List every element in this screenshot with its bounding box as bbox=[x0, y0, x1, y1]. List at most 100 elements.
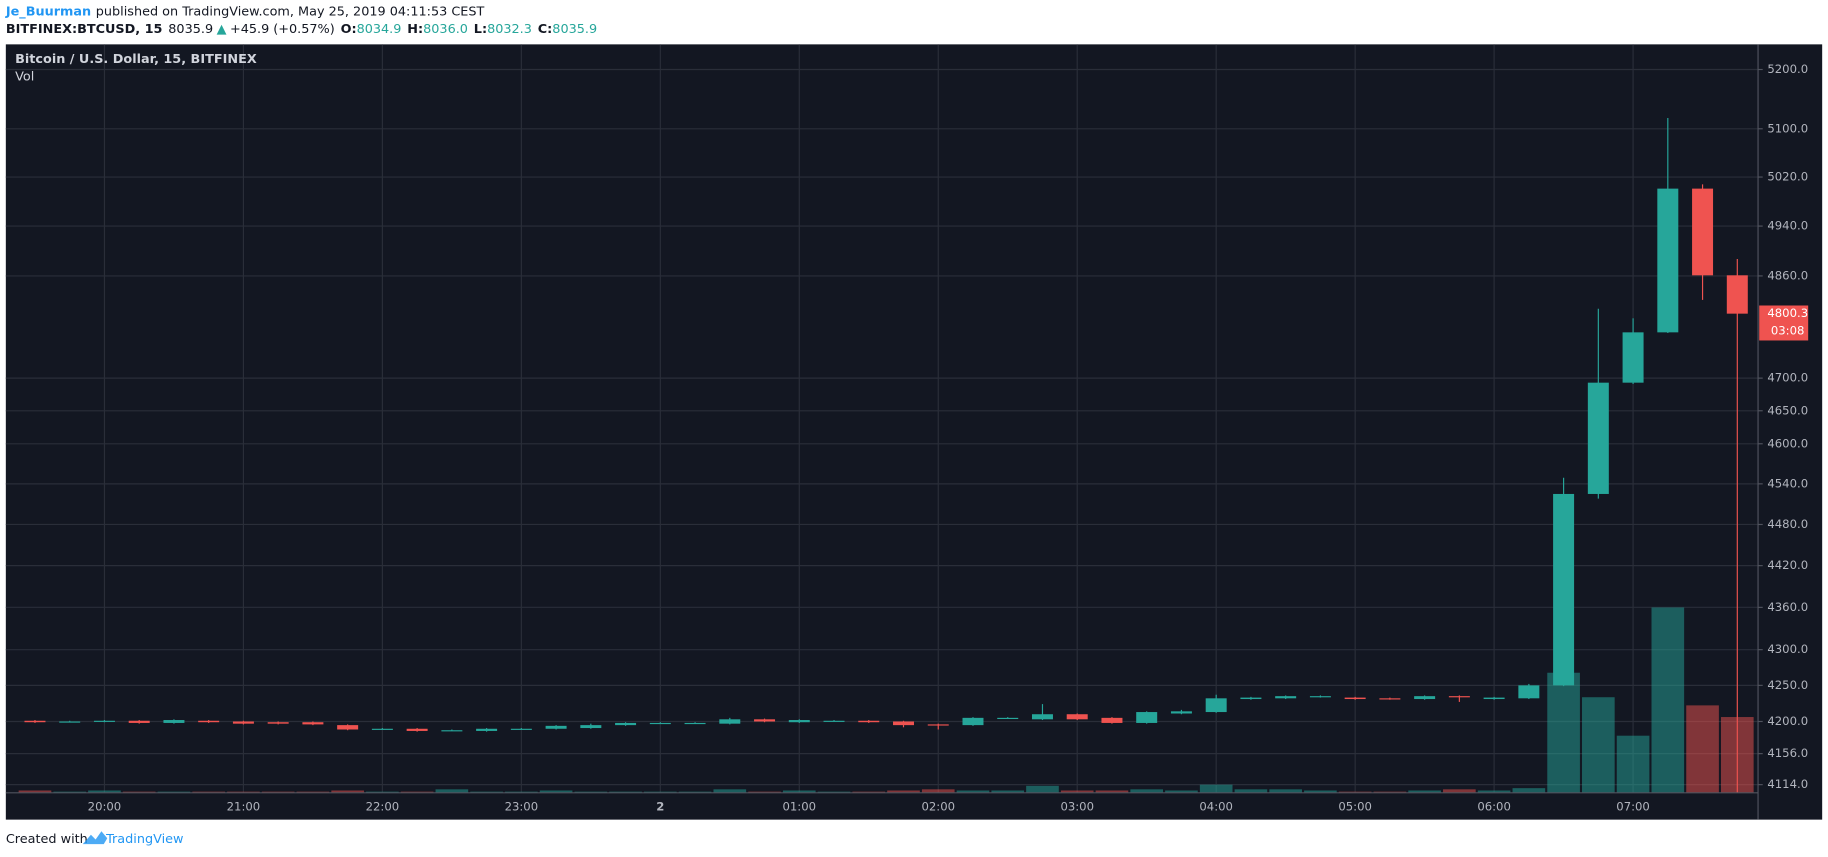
candle-body bbox=[337, 725, 359, 730]
candle-body bbox=[1379, 698, 1401, 700]
y-tick-label: 4480.0 bbox=[1767, 517, 1808, 531]
y-tick-label: 4650.0 bbox=[1767, 403, 1808, 417]
volume-bar bbox=[1408, 790, 1441, 793]
volume-bar bbox=[782, 790, 816, 793]
x-tick-label: 07:00 bbox=[1616, 799, 1650, 813]
volume-bar bbox=[887, 790, 920, 793]
candle-body bbox=[24, 720, 46, 723]
footer-text: Created with bbox=[6, 832, 88, 847]
volume-bar bbox=[1026, 785, 1059, 793]
y-tick-label: 4540.0 bbox=[1767, 476, 1808, 490]
ohlc-label: C: bbox=[538, 22, 553, 37]
candle-body bbox=[1483, 697, 1505, 700]
candle-body bbox=[1726, 275, 1748, 314]
footer-brand[interactable]: TradingView bbox=[105, 832, 183, 847]
candle-body bbox=[1657, 188, 1679, 333]
candle-body bbox=[962, 717, 984, 726]
candle-body bbox=[754, 719, 776, 722]
ohlc-value: 8036.0 bbox=[423, 22, 468, 37]
candle-body bbox=[1622, 332, 1644, 383]
x-tick-label: 02:00 bbox=[921, 799, 955, 813]
ohlc-value: 8032.3 bbox=[487, 22, 532, 37]
volume-bar bbox=[1095, 790, 1129, 793]
candle-body bbox=[1031, 714, 1053, 720]
y-tick-label: 4360.0 bbox=[1767, 600, 1808, 614]
y-tick-label: 5200.0 bbox=[1767, 62, 1808, 76]
y-tick-label: 4860.0 bbox=[1767, 268, 1808, 282]
candle-body bbox=[1448, 696, 1470, 698]
y-tick-label: 4940.0 bbox=[1767, 219, 1808, 233]
candle-body bbox=[198, 720, 220, 723]
candle-body bbox=[997, 717, 1019, 720]
volume-bar bbox=[1686, 705, 1719, 793]
volume-legend: Vol bbox=[15, 70, 34, 85]
candle-body bbox=[1066, 714, 1088, 720]
volume-bar bbox=[539, 790, 573, 793]
ohlc-label: H: bbox=[407, 22, 423, 37]
candle-body bbox=[545, 725, 567, 729]
candle-body bbox=[719, 719, 741, 724]
volume-bar bbox=[1477, 790, 1511, 793]
x-tick-label: 06:00 bbox=[1477, 799, 1511, 813]
x-tick-label: 21:00 bbox=[227, 799, 261, 813]
candle-body bbox=[1240, 697, 1262, 700]
y-tick-label: 4156.0 bbox=[1767, 746, 1808, 760]
candle-body bbox=[893, 721, 914, 726]
countdown-label: 03:08 bbox=[1771, 324, 1805, 338]
candle-body bbox=[1136, 712, 1158, 723]
volume-bar bbox=[1060, 790, 1094, 793]
volume-bar bbox=[991, 790, 1025, 793]
x-tick-label: 20:00 bbox=[88, 799, 122, 813]
symbol: BITFINEX:BTCUSD, 15 bbox=[6, 22, 163, 37]
axis-layer: 4114.0 4156.0 4200.0 4250.0 4300.0 4360.0 4420… bbox=[88, 62, 1809, 813]
x-tick-label: 05:00 bbox=[1338, 799, 1372, 813]
candle-body bbox=[163, 720, 185, 723]
y-tick-label: 4600.0 bbox=[1767, 436, 1808, 450]
author[interactable]: Je_Buurman bbox=[5, 4, 91, 19]
y-tick-label: 4300.0 bbox=[1767, 642, 1808, 656]
candle-body bbox=[59, 721, 81, 723]
price-tag bbox=[1759, 305, 1809, 341]
volume-bar bbox=[1512, 788, 1546, 793]
x-tick-label: 03:00 bbox=[1060, 799, 1094, 813]
candle-body bbox=[1309, 696, 1331, 698]
chart-title: Bitcoin / U.S. Dollar, 15, BITFINEX bbox=[15, 52, 257, 67]
candle-body bbox=[1692, 188, 1714, 276]
volume-bar bbox=[1165, 790, 1198, 793]
last-price-label: 4800.3 bbox=[1767, 306, 1808, 320]
candle-body bbox=[128, 720, 150, 723]
volume-bar bbox=[435, 789, 469, 793]
y-tick-label: 4200.0 bbox=[1767, 714, 1808, 728]
candle-body bbox=[1205, 698, 1227, 713]
volume-bar bbox=[1269, 789, 1302, 793]
ohlc-label: O: bbox=[341, 22, 357, 37]
candle-body bbox=[267, 722, 289, 724]
volume-bar bbox=[88, 790, 121, 793]
volume-bar bbox=[1547, 672, 1580, 793]
volume-bar bbox=[1304, 790, 1337, 793]
grid bbox=[5, 44, 1759, 793]
y-tick-label: 4700.0 bbox=[1767, 371, 1808, 385]
candle-body bbox=[615, 722, 637, 726]
logo-icon bbox=[82, 831, 108, 845]
volume-bar bbox=[1443, 789, 1476, 793]
volume-bar bbox=[713, 789, 747, 793]
ohlc-value: 8034.9 bbox=[357, 22, 402, 37]
up-arrow: ▲ bbox=[217, 22, 227, 37]
candle-body bbox=[1587, 382, 1609, 494]
x-tick-label: 2 bbox=[656, 799, 664, 813]
x-tick-label: 23:00 bbox=[505, 799, 539, 813]
candle-layer bbox=[24, 118, 1748, 793]
candle-body bbox=[1275, 696, 1297, 699]
candle-body bbox=[1414, 696, 1436, 700]
candle-body bbox=[927, 724, 949, 726]
volume-bar bbox=[1582, 697, 1615, 793]
volume-bar bbox=[921, 789, 955, 793]
y-tick-label: 4114.0 bbox=[1767, 777, 1808, 791]
volume-bar bbox=[331, 790, 364, 793]
volume-bar bbox=[1130, 789, 1164, 793]
candle-body bbox=[580, 725, 602, 729]
volume-bar bbox=[956, 790, 990, 793]
candle-body bbox=[858, 720, 880, 723]
